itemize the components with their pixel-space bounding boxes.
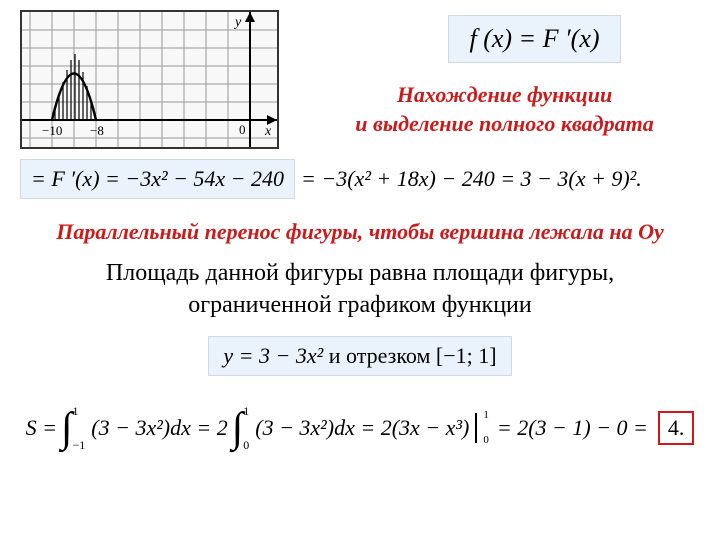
body-line2: ограниченной графиком функции	[188, 292, 532, 318]
integral-limits-2: 1 0	[243, 405, 249, 451]
parabola-graph-svg: −10 −8 0 y x	[22, 12, 277, 147]
y-axis-label: y	[233, 15, 242, 30]
integral-equation: S = ∫ 1 −1 (3 − 3x²)dx = 2 ∫ 1 0 (3 − 3x…	[20, 404, 700, 452]
integral-tail: = 2(3 − 1) − 0 =	[497, 415, 648, 441]
lim2-bot: 0	[243, 439, 249, 451]
eval-top: 1	[483, 410, 489, 421]
body-text: Площадь данной фигуры равна площади фигу…	[20, 257, 700, 322]
body-line1: Площадь данной фигуры равна площади фигу…	[106, 260, 614, 286]
eval-limits: 1 0	[483, 410, 489, 446]
equation-right: = −3(x² + 18x) − 240 = 3 − 3(x + 9)².	[301, 166, 642, 192]
eval-bar	[475, 413, 477, 443]
y-formula-c: [−1; 1]	[436, 343, 497, 368]
xlabel-minus10: −10	[42, 123, 62, 138]
y-formula-a: y = 3 − 3x²	[223, 343, 323, 368]
lim1-bot: −1	[72, 439, 85, 451]
x-axis-label: x	[264, 124, 272, 139]
xlabel-origin: 0	[239, 122, 246, 137]
y-formula-box: y = 3 − 3x² и отрезком [−1; 1]	[208, 336, 511, 376]
integral-limits-1: 1 −1	[72, 405, 85, 451]
integral-symbol-2: ∫	[232, 404, 244, 452]
y-formula-wrap: y = 3 − 3x² и отрезком [−1; 1]	[20, 328, 700, 384]
integral-S: S =	[26, 415, 57, 441]
graph-plot: −10 −8 0 y x	[20, 10, 279, 149]
integrand-2: (3 − 3x²)dx = 2(3x − x³)	[255, 415, 469, 441]
y-formula-b: и отрезком	[323, 343, 436, 368]
lim1-top: 1	[72, 405, 85, 417]
xlabel-minus8: −8	[90, 123, 104, 138]
derivative-equation-row: = F ′(x) = −3x² − 54x − 240 = −3(x² + 18…	[20, 159, 700, 199]
heading-finding-function: Нахождение функции и выделение полного к…	[355, 81, 653, 138]
lim2-top: 1	[243, 405, 249, 417]
heading1-line2: и выделение полного квадрата	[355, 111, 653, 136]
integral-symbol-1: ∫	[61, 404, 73, 452]
integrand-1: (3 − 3x²)dx = 2	[91, 415, 227, 441]
heading-parallel-transfer: Параллельный перенос фигуры, чтобы верши…	[20, 219, 700, 245]
top-formula-box: f (x) = F ′(x)	[448, 15, 620, 63]
top-right-column: f (x) = F ′(x) Нахождение функции и выде…	[309, 10, 700, 138]
top-row: −10 −8 0 y x f (x) = F ′(x) Нахождение ф…	[20, 10, 700, 149]
eval-bot: 0	[483, 435, 489, 446]
answer-box: 4.	[658, 411, 695, 445]
equation-left-box: = F ′(x) = −3x² − 54x − 240	[20, 159, 295, 199]
heading1-line1: Нахождение функции	[397, 82, 612, 107]
